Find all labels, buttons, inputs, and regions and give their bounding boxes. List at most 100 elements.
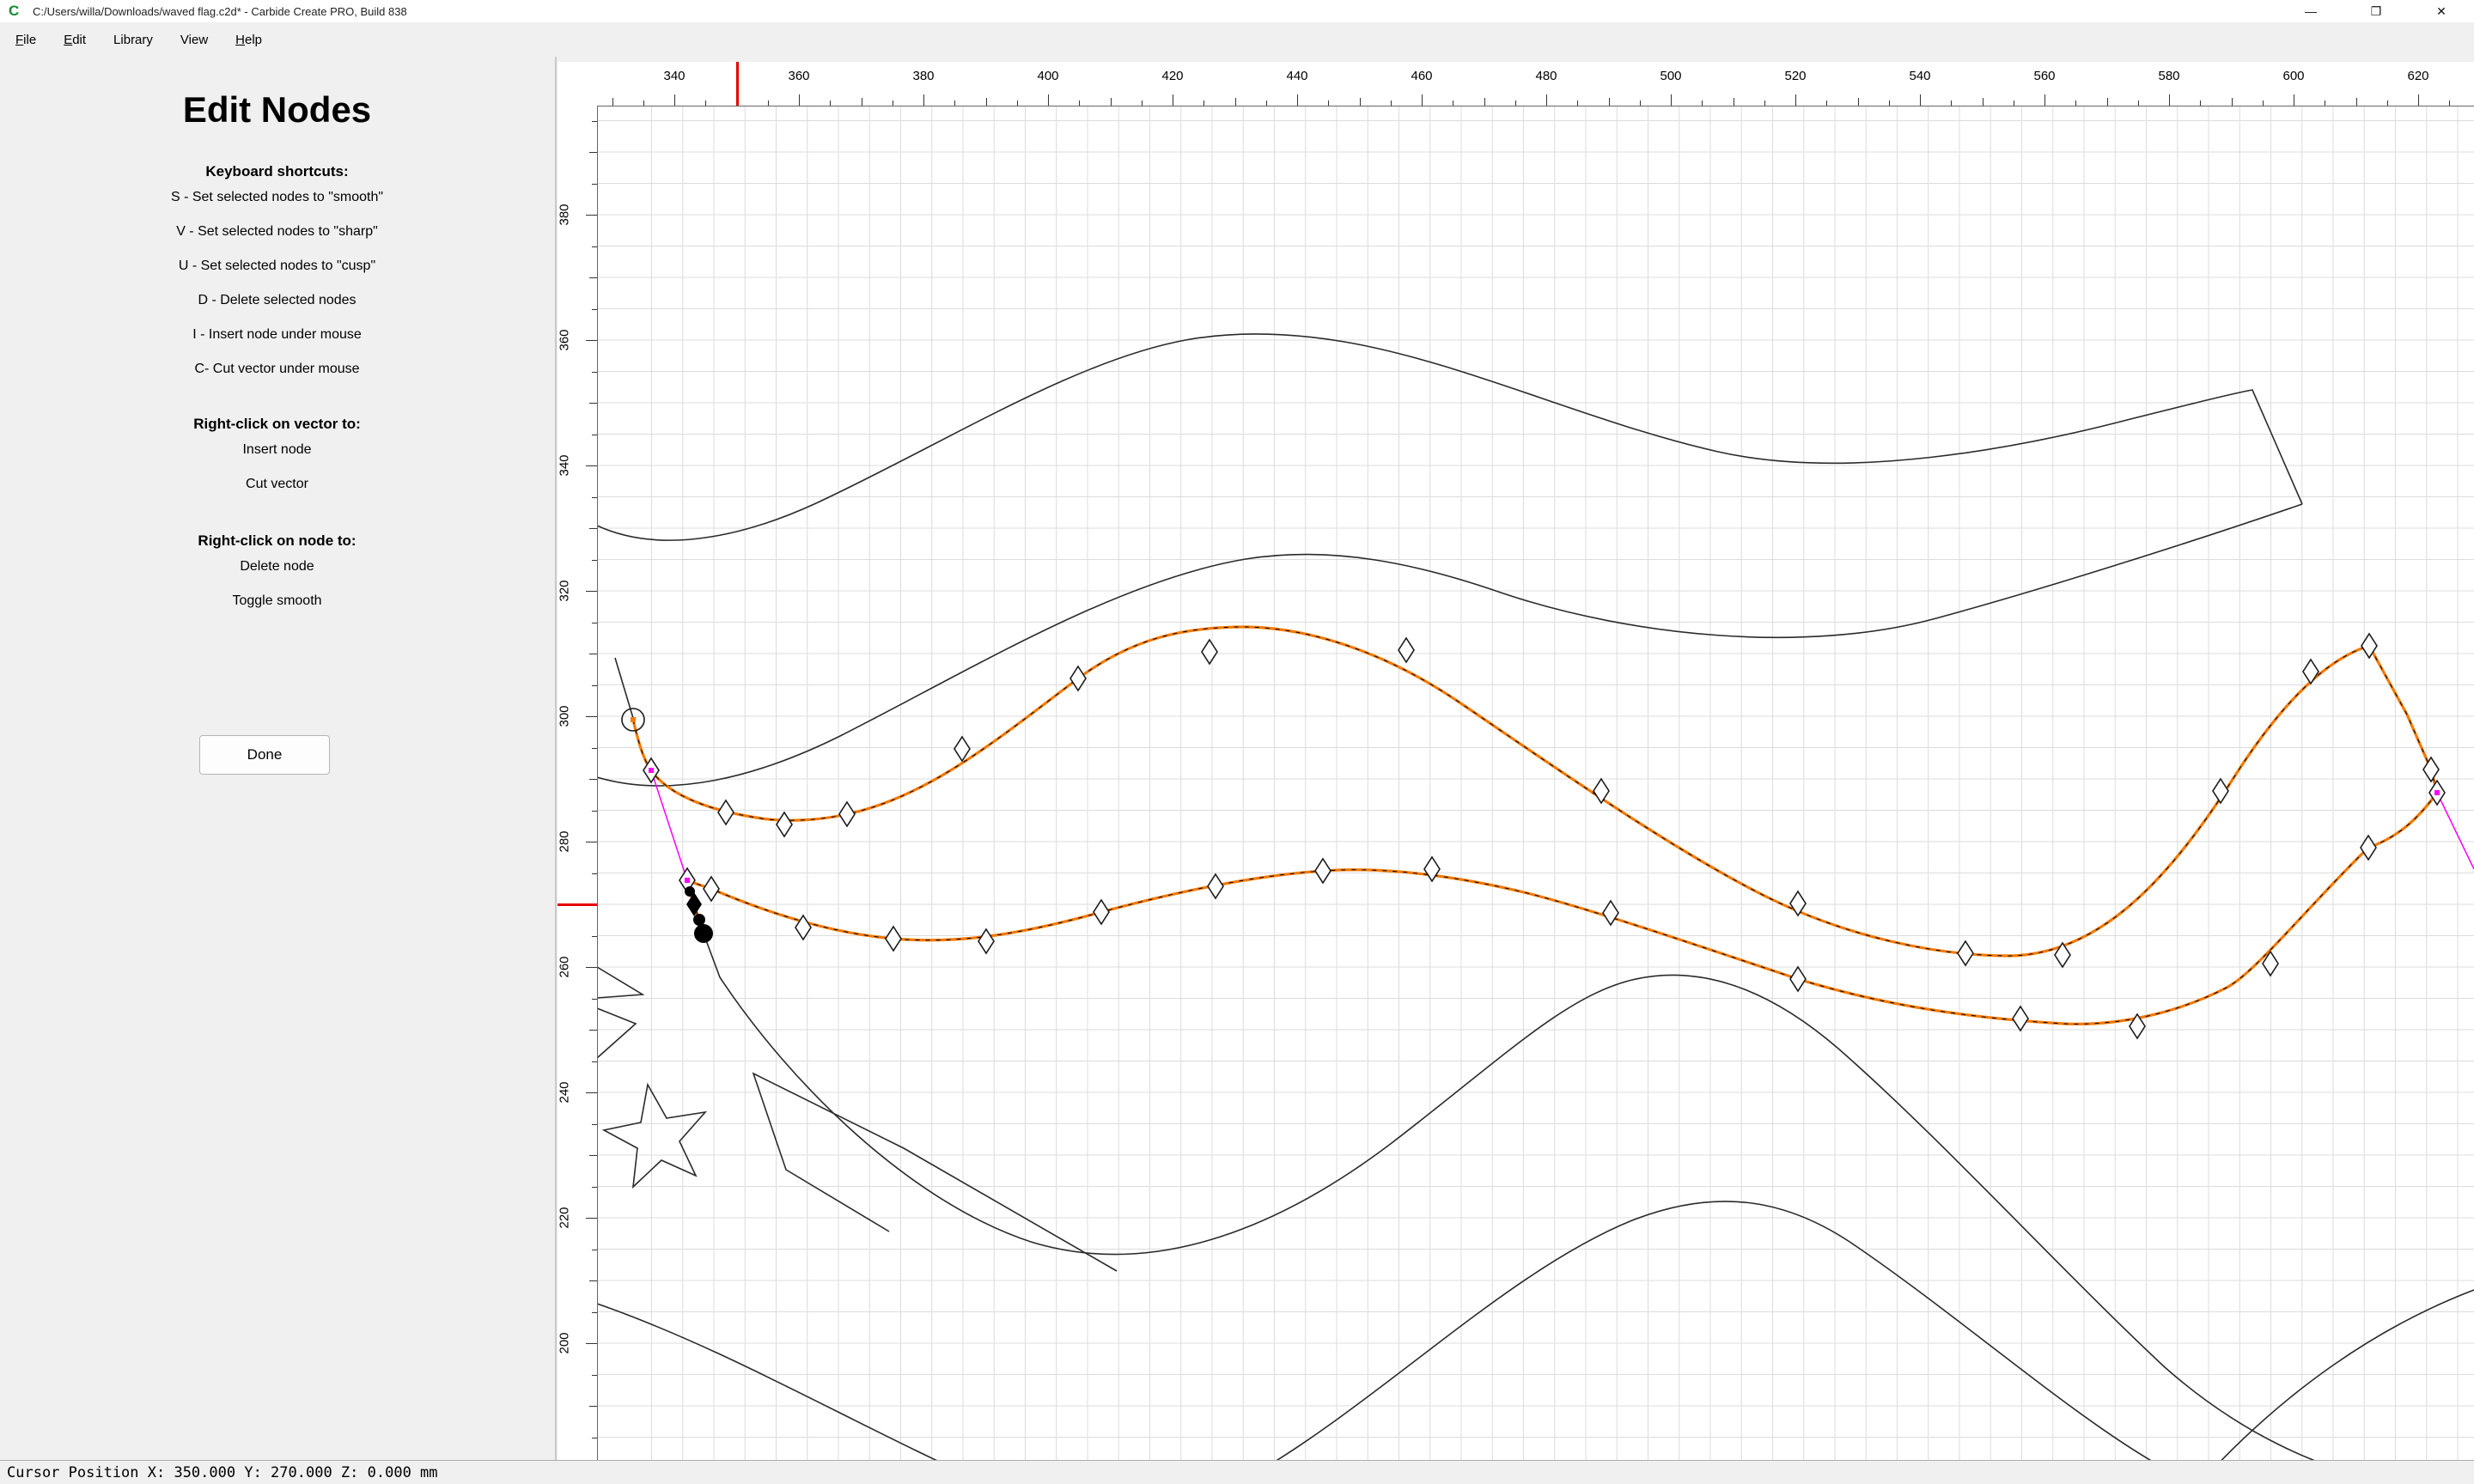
node-diamond[interactable] [838,800,856,828]
app-logo-icon: C [9,3,20,19]
node-diamond[interactable] [1423,855,1441,883]
hruler-tick [1702,100,1703,106]
close-button[interactable]: ✕ [2436,3,2447,18]
hruler-tick [1577,100,1579,106]
shortcut-line: U - Set selected nodes to "cusp" [178,258,376,273]
flag-stripe-vector[interactable] [2199,1289,2474,1460]
node-diamond[interactable] [2302,658,2319,685]
menu-file[interactable]: File [15,32,37,47]
node-diamond[interactable] [1207,873,1224,900]
vruler-tick [589,1406,597,1407]
node-diamond[interactable] [885,925,902,952]
hruler-label: 600 [2282,69,2305,83]
node-diamond[interactable] [776,811,793,838]
menu-library[interactable]: Library [113,32,153,47]
start-node-dot [631,717,636,722]
menu-help[interactable]: Help [235,32,263,47]
maximize-button[interactable]: ❐ [2370,3,2382,18]
cursor-position-readout: Cursor Position X: 350.000 Y: 270.000 Z:… [7,1464,438,1481]
node-diamond[interactable] [795,914,812,941]
node-diamond[interactable] [2361,632,2378,660]
vruler-label: 300 [558,705,572,727]
vruler-tick [589,277,597,278]
menu-edit[interactable]: Edit [64,32,87,47]
hruler-tick [2262,100,2264,106]
flag-stripe-vector[interactable] [597,333,2303,541]
vruler-tick [592,935,597,937]
start-node-circle[interactable] [621,708,645,732]
hruler-tick [1639,100,1641,106]
star-vector[interactable] [601,1082,708,1189]
vruler-tick [592,371,597,373]
hruler-label: 420 [1161,69,1184,83]
hruler-tick [643,100,644,106]
hruler-label: 380 [912,69,935,83]
node-diamond[interactable] [717,799,734,826]
window-controls: — ❐ ✕ [2278,0,2474,22]
node-diamond[interactable] [2422,756,2440,783]
node-diamond[interactable] [954,735,971,763]
node-action-line: Toggle smooth [232,593,322,608]
node-diamond[interactable] [978,928,995,955]
hruler-tick [830,100,832,106]
node-diamond[interactable] [1093,898,1110,926]
selected-path-top[interactable] [631,625,2439,958]
flag-stripe-vector[interactable] [703,933,2397,1460]
node-diamond[interactable] [1789,965,1807,993]
minimize-button[interactable]: — [2305,4,2317,18]
node-diamond[interactable] [1789,890,1807,917]
hruler-tick [1141,100,1143,106]
vruler-tick [592,1186,597,1188]
flag-stripe-vector[interactable] [597,503,2303,787]
bezier-handle-line[interactable] [2436,792,2474,870]
node-diamond[interactable] [2262,950,2279,977]
shortcut-list: S - Set selected nodes to "smooth" V - Se… [0,180,554,386]
menu-view[interactable]: View [180,32,209,47]
selected-node[interactable] [686,892,702,916]
node-diamond[interactable] [1602,899,1619,927]
star-vector[interactable] [752,1072,1118,1272]
node-diamond[interactable] [1201,638,1218,666]
hruler-tick [674,94,675,106]
active-node-dot [649,768,654,773]
vruler-label: 320 [558,580,572,602]
horizontal-ruler: 340 360 380 400 420 440 460 480 500 520 540 560 580 6… [558,62,2474,106]
flag-stripe-vector[interactable] [597,1303,988,1460]
node-diamond[interactable] [2212,777,2229,805]
hruler-tick [1079,100,1081,106]
flag-stripe-vector[interactable] [1237,1201,2196,1460]
vruler-tick [589,1155,597,1156]
vruler-tick [592,308,597,310]
node-diamond[interactable] [2129,1013,2146,1040]
hruler-tick [1608,98,1610,106]
bezier-handle-line[interactable] [650,769,688,881]
node-diamond[interactable] [2360,834,2377,861]
node-diamond[interactable] [2012,1005,2029,1032]
selected-path-bottom[interactable] [686,792,2439,1025]
vruler-tick [589,403,597,404]
selected-node[interactable] [694,924,713,943]
selected-node[interactable] [685,886,695,897]
vector-action-line: Cut vector [246,477,308,491]
node-diamond[interactable] [1957,940,1974,967]
node-diamond[interactable] [1069,665,1087,692]
active-node-dot [2434,790,2440,795]
node-diamond[interactable] [1593,777,1610,805]
vruler-label: 200 [558,1332,572,1354]
vruler-tick [586,1092,597,1093]
node-diamond[interactable] [1314,857,1331,885]
star-vector[interactable] [597,1007,637,1059]
done-button[interactable]: Done [199,735,330,775]
selected-node[interactable] [693,914,705,926]
star-vector[interactable] [597,966,645,999]
grid-lines [597,106,2474,1460]
hruler-label: 440 [1286,69,1308,83]
vruler-tick [592,1311,597,1313]
flag-stripe-vector[interactable] [614,657,634,719]
design-canvas[interactable]: 340 360 380 400 420 440 460 480 500 520 540 560 580 6… [558,62,2474,1460]
node-diamond[interactable] [703,875,720,903]
vector-plot-area[interactable] [597,106,2474,1460]
node-diamond[interactable] [1398,636,1415,664]
node-diamond[interactable] [2054,941,2071,969]
